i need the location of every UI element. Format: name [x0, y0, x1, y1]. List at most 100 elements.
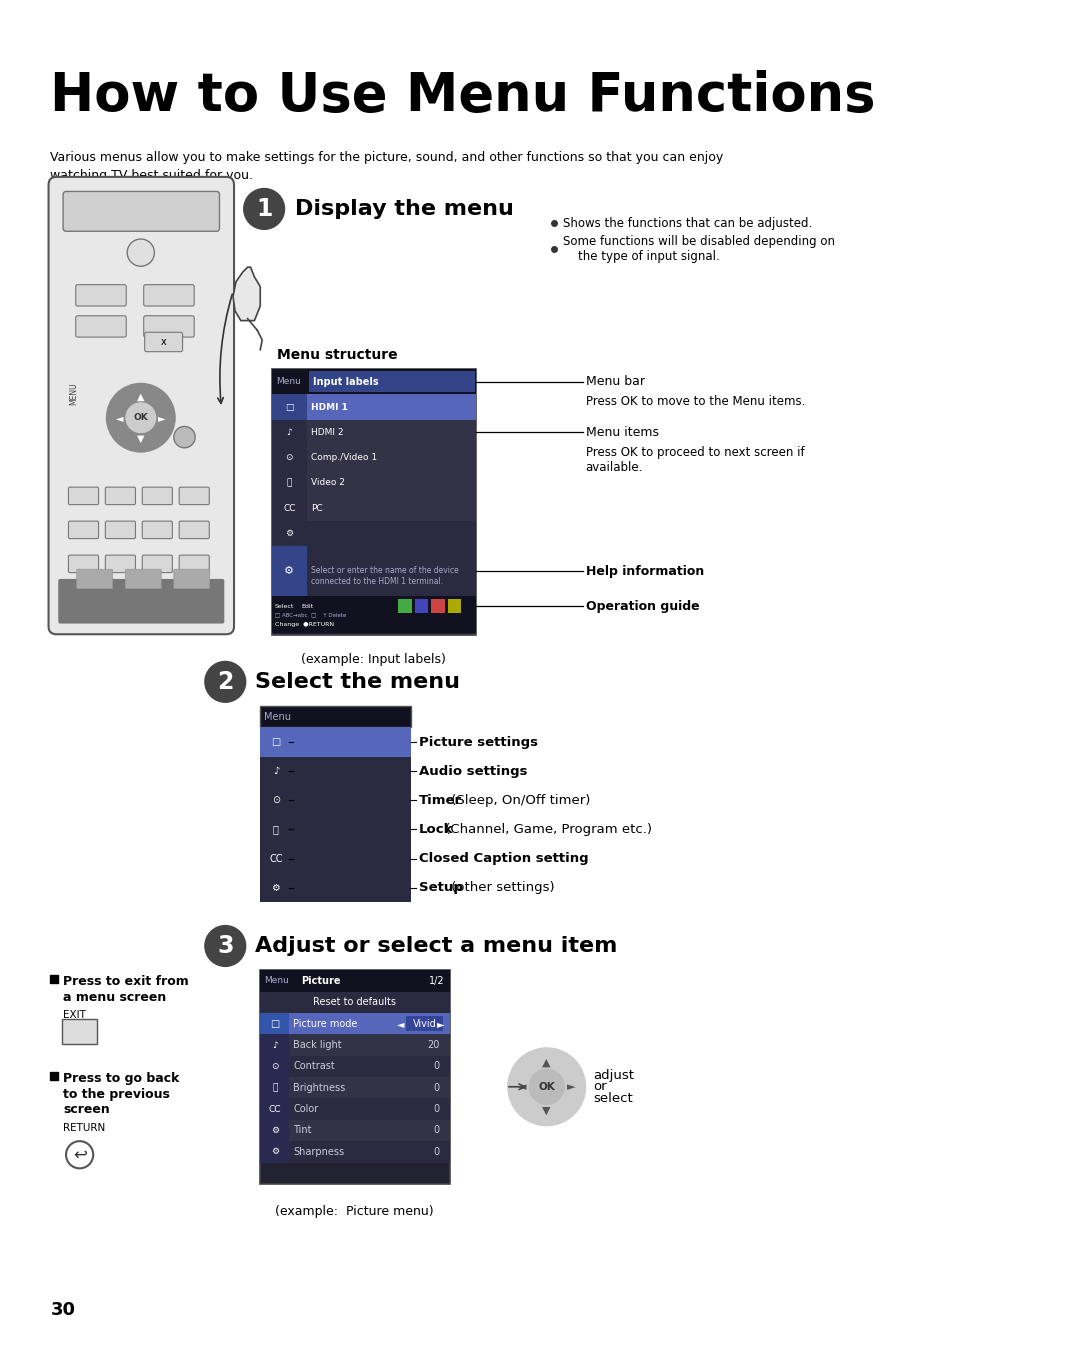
Text: adjust: adjust	[593, 1069, 634, 1081]
FancyBboxPatch shape	[260, 1120, 449, 1141]
Circle shape	[244, 188, 284, 229]
Text: ⚙: ⚙	[271, 1147, 279, 1157]
Text: Timer: Timer	[419, 794, 461, 806]
Text: 3: 3	[217, 934, 233, 958]
Text: ♪: ♪	[272, 1040, 278, 1050]
FancyBboxPatch shape	[143, 521, 173, 538]
Circle shape	[174, 426, 195, 448]
FancyBboxPatch shape	[149, 593, 214, 621]
Text: ◄: ◄	[116, 413, 123, 422]
Text: Input labels: Input labels	[313, 376, 378, 387]
FancyBboxPatch shape	[272, 597, 476, 616]
Polygon shape	[233, 267, 260, 321]
FancyBboxPatch shape	[415, 599, 429, 613]
FancyBboxPatch shape	[260, 844, 410, 873]
FancyBboxPatch shape	[272, 521, 307, 545]
Text: 1: 1	[256, 198, 272, 221]
Text: How to Use Menu Functions: How to Use Menu Functions	[51, 70, 876, 122]
Text: CC: CC	[269, 1104, 281, 1114]
FancyBboxPatch shape	[307, 521, 476, 545]
FancyBboxPatch shape	[431, 599, 445, 613]
FancyBboxPatch shape	[307, 469, 476, 495]
FancyBboxPatch shape	[406, 1016, 443, 1031]
FancyBboxPatch shape	[272, 419, 307, 445]
FancyBboxPatch shape	[174, 570, 210, 589]
Text: Menu bar: Menu bar	[585, 375, 645, 388]
FancyBboxPatch shape	[76, 315, 126, 337]
Text: HDMI 1: HDMI 1	[311, 403, 348, 411]
Text: 1/2: 1/2	[429, 976, 445, 986]
Text: Menu: Menu	[265, 977, 289, 985]
Text: Back light: Back light	[294, 1040, 342, 1050]
FancyBboxPatch shape	[272, 469, 307, 495]
FancyBboxPatch shape	[260, 992, 449, 1013]
Text: CC: CC	[269, 854, 283, 863]
FancyBboxPatch shape	[260, 1099, 449, 1120]
Text: Edit: Edit	[301, 603, 313, 609]
Text: OK: OK	[134, 413, 148, 422]
FancyBboxPatch shape	[260, 1034, 289, 1055]
FancyBboxPatch shape	[77, 570, 112, 589]
Text: (Channel, Game, Program etc.): (Channel, Game, Program etc.)	[441, 823, 652, 836]
Text: ↩: ↩	[72, 1146, 86, 1164]
FancyBboxPatch shape	[260, 706, 410, 728]
Text: Some functions will be disabled depending on
    the type of input signal.: Some functions will be disabled dependin…	[564, 234, 835, 262]
FancyBboxPatch shape	[307, 545, 476, 597]
Circle shape	[205, 925, 245, 966]
Text: 0: 0	[434, 1104, 440, 1114]
Text: ⚙: ⚙	[271, 1126, 279, 1135]
Text: to the previous: to the previous	[63, 1088, 170, 1101]
Text: ⚙: ⚙	[271, 882, 280, 893]
Text: □ ABC→abc  □    Y Delete: □ ABC→abc □ Y Delete	[274, 613, 347, 617]
Text: ⊙: ⊙	[271, 1062, 279, 1070]
FancyBboxPatch shape	[260, 1077, 289, 1099]
Text: Display the menu: Display the menu	[295, 199, 514, 219]
FancyBboxPatch shape	[307, 419, 476, 445]
FancyBboxPatch shape	[76, 284, 126, 306]
FancyBboxPatch shape	[260, 873, 410, 902]
Text: 🔒: 🔒	[273, 824, 279, 835]
Text: screen: screen	[63, 1103, 110, 1116]
Text: Menu: Menu	[265, 712, 292, 721]
Text: Menu structure: Menu structure	[276, 348, 397, 361]
FancyBboxPatch shape	[260, 1077, 449, 1099]
Text: x: x	[160, 337, 166, 346]
Text: (example: Input labels): (example: Input labels)	[301, 652, 446, 666]
Text: ♪: ♪	[286, 428, 293, 437]
FancyBboxPatch shape	[260, 1099, 289, 1120]
Text: Color: Color	[294, 1104, 319, 1114]
Text: 0: 0	[434, 1147, 440, 1157]
Text: Video 2: Video 2	[311, 478, 345, 487]
Text: (example:  Picture menu): (example: Picture menu)	[275, 1206, 434, 1218]
Text: ♪: ♪	[272, 766, 279, 777]
Text: (Sleep, On/Off timer): (Sleep, On/Off timer)	[447, 794, 590, 806]
FancyBboxPatch shape	[260, 1055, 289, 1077]
Text: 30: 30	[51, 1302, 76, 1319]
Text: Setup: Setup	[419, 881, 462, 894]
Text: OK: OK	[538, 1082, 555, 1092]
FancyBboxPatch shape	[307, 395, 476, 419]
FancyBboxPatch shape	[260, 1034, 449, 1055]
Text: Operation guide: Operation guide	[585, 599, 699, 613]
Text: ►: ►	[567, 1082, 576, 1092]
Text: MENU: MENU	[69, 382, 79, 405]
FancyBboxPatch shape	[272, 616, 476, 633]
FancyBboxPatch shape	[272, 545, 307, 597]
Text: Lock: Lock	[419, 823, 453, 836]
FancyBboxPatch shape	[272, 369, 476, 395]
Text: Reset to defaults: Reset to defaults	[313, 997, 396, 1007]
Text: 🔒: 🔒	[272, 1084, 278, 1092]
Text: Adjust or select a menu item: Adjust or select a menu item	[255, 936, 618, 957]
Text: Comp./Video 1: Comp./Video 1	[311, 453, 377, 461]
FancyBboxPatch shape	[260, 1141, 449, 1162]
Text: ⚙: ⚙	[284, 566, 295, 576]
FancyBboxPatch shape	[63, 1019, 97, 1045]
FancyBboxPatch shape	[125, 570, 161, 589]
Text: Press to exit from: Press to exit from	[63, 976, 189, 988]
FancyBboxPatch shape	[143, 555, 173, 572]
Text: 2: 2	[217, 670, 233, 694]
FancyBboxPatch shape	[399, 599, 411, 613]
FancyBboxPatch shape	[260, 815, 410, 844]
FancyBboxPatch shape	[179, 487, 210, 505]
Text: Brightness: Brightness	[294, 1082, 346, 1093]
